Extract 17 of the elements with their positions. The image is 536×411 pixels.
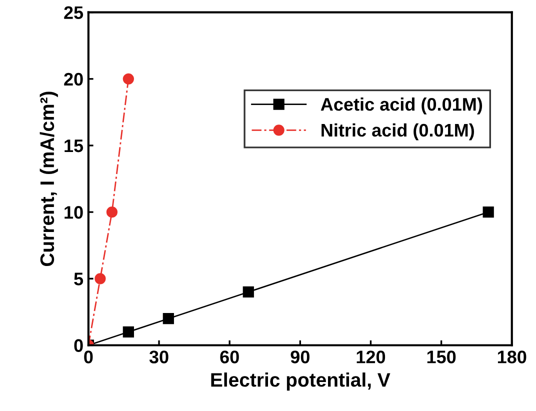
y-tick-label: 10 <box>64 206 83 219</box>
x-tick-label: 120 <box>356 350 386 364</box>
x-tick-label: 90 <box>290 350 310 364</box>
x-tick-label: 60 <box>220 350 239 364</box>
y-tick-label: 20 <box>64 72 83 86</box>
y-tick-label: 0 <box>74 339 83 352</box>
legend-label: Acetic acid (0.01M) <box>320 98 482 114</box>
y-tick-label: 15 <box>64 140 84 152</box>
y-axis-title: Current, I (mA/cm²) <box>40 92 58 266</box>
x-axis-title: Electric potential, V <box>211 372 390 391</box>
x-tick-label: 180 <box>498 350 526 364</box>
y-tick-label: 5 <box>74 272 84 286</box>
y-tick-label: 25 <box>64 6 84 20</box>
x-tick-label: 150 <box>427 350 456 364</box>
legend-label: Nitric acid (0.01M) <box>322 123 474 140</box>
x-tick-label: 30 <box>149 350 168 364</box>
x-tick-label: 0 <box>84 350 93 364</box>
